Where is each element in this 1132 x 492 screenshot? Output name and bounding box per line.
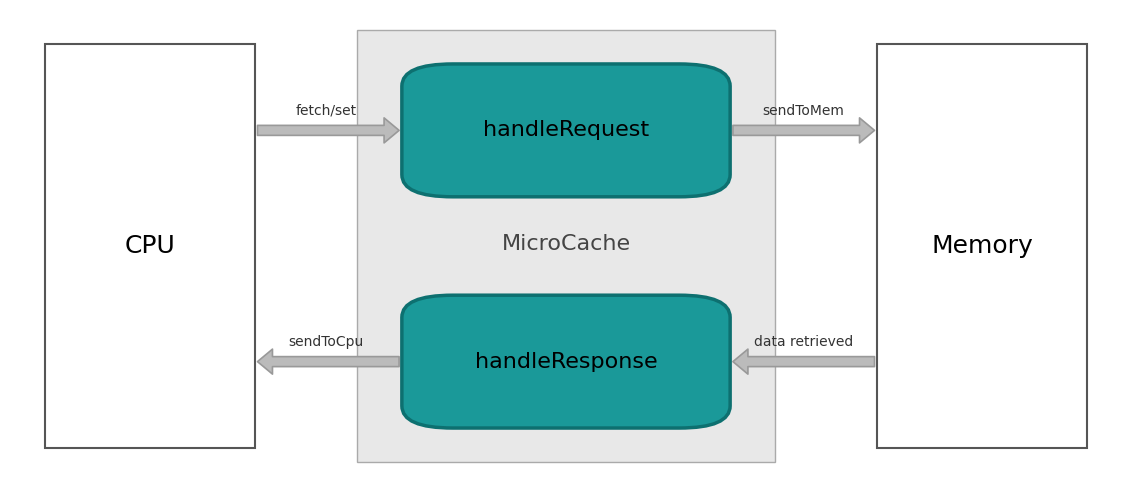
Text: data retrieved: data retrieved [754,335,854,349]
FancyBboxPatch shape [45,44,255,448]
FancyBboxPatch shape [877,44,1087,448]
Text: sendToCpu: sendToCpu [289,335,363,349]
Text: Memory: Memory [932,234,1032,258]
Text: handleResponse: handleResponse [474,352,658,371]
FancyBboxPatch shape [357,30,775,462]
Text: CPU: CPU [125,234,175,258]
FancyBboxPatch shape [402,295,730,428]
FancyBboxPatch shape [402,64,730,197]
Text: MicroCache: MicroCache [501,234,631,253]
Text: sendToMem: sendToMem [763,104,844,118]
Text: handleRequest: handleRequest [483,121,649,140]
Text: fetch/set: fetch/set [295,104,357,118]
